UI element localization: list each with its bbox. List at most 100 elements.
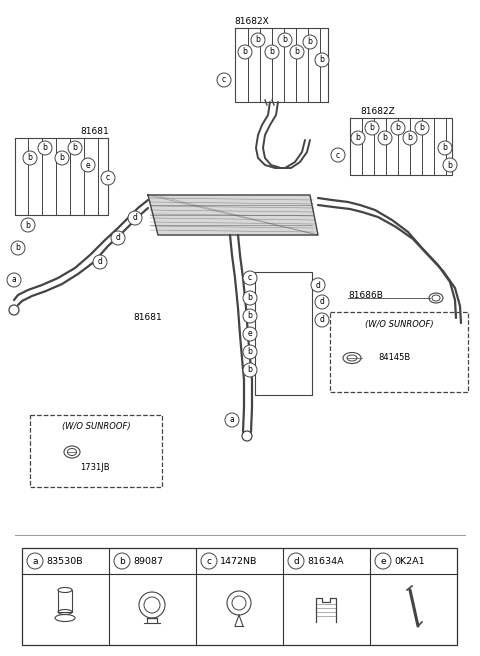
Circle shape xyxy=(243,309,257,323)
Circle shape xyxy=(38,141,52,155)
Text: b: b xyxy=(248,312,252,321)
Circle shape xyxy=(415,121,429,135)
Circle shape xyxy=(375,553,391,569)
Circle shape xyxy=(438,141,452,155)
Text: b: b xyxy=(43,144,48,152)
Circle shape xyxy=(55,151,69,165)
Circle shape xyxy=(243,327,257,341)
Ellipse shape xyxy=(58,588,72,592)
Circle shape xyxy=(238,45,252,59)
Text: b: b xyxy=(308,37,312,47)
Text: 81682X: 81682X xyxy=(235,16,269,26)
Circle shape xyxy=(101,171,115,185)
Circle shape xyxy=(315,313,329,327)
Text: b: b xyxy=(320,56,324,64)
Text: 81681: 81681 xyxy=(133,314,162,323)
Circle shape xyxy=(68,141,82,155)
Text: 81634A: 81634A xyxy=(307,556,344,565)
Text: 89087: 89087 xyxy=(133,556,163,565)
Text: a: a xyxy=(32,556,38,565)
Text: c: c xyxy=(222,75,226,85)
Circle shape xyxy=(217,73,231,87)
Text: b: b xyxy=(255,35,261,45)
Circle shape xyxy=(111,231,125,245)
Circle shape xyxy=(365,121,379,135)
Text: b: b xyxy=(396,123,400,133)
Text: b: b xyxy=(283,35,288,45)
Text: 1731JB: 1731JB xyxy=(80,464,110,472)
Text: b: b xyxy=(248,348,252,356)
Text: d: d xyxy=(132,213,137,222)
Text: 81686B: 81686B xyxy=(348,291,383,300)
Circle shape xyxy=(243,345,257,359)
Text: 84145B: 84145B xyxy=(378,354,410,363)
Circle shape xyxy=(243,363,257,377)
Text: a: a xyxy=(229,415,234,424)
Circle shape xyxy=(201,553,217,569)
Circle shape xyxy=(243,271,257,285)
Circle shape xyxy=(331,148,345,162)
Text: e: e xyxy=(86,161,90,169)
Circle shape xyxy=(23,151,37,165)
Circle shape xyxy=(225,413,239,427)
Text: d: d xyxy=(293,556,299,565)
Circle shape xyxy=(351,131,365,145)
Text: b: b xyxy=(119,556,125,565)
Circle shape xyxy=(11,241,25,255)
Text: b: b xyxy=(60,154,64,163)
Circle shape xyxy=(303,35,317,49)
Text: b: b xyxy=(295,47,300,56)
Text: b: b xyxy=(443,144,447,152)
Text: d: d xyxy=(97,258,102,266)
Circle shape xyxy=(93,255,107,269)
Text: a: a xyxy=(12,276,16,285)
Circle shape xyxy=(114,553,130,569)
Circle shape xyxy=(21,218,35,232)
Circle shape xyxy=(290,45,304,59)
Text: 83530B: 83530B xyxy=(46,556,83,565)
Circle shape xyxy=(7,273,21,287)
Text: b: b xyxy=(270,47,275,56)
Text: (W/O SUNROOF): (W/O SUNROOF) xyxy=(62,422,130,430)
Text: d: d xyxy=(315,281,321,289)
Text: 1472NB: 1472NB xyxy=(220,556,257,565)
Text: b: b xyxy=(248,293,252,302)
Circle shape xyxy=(391,121,405,135)
Text: e: e xyxy=(248,329,252,338)
Text: c: c xyxy=(248,274,252,283)
Circle shape xyxy=(378,131,392,145)
Text: d: d xyxy=(320,298,324,306)
Text: b: b xyxy=(15,243,21,253)
Text: b: b xyxy=(27,154,33,163)
Text: b: b xyxy=(370,123,374,133)
Circle shape xyxy=(288,553,304,569)
Text: b: b xyxy=(248,365,252,375)
Text: b: b xyxy=(72,144,77,152)
Text: b: b xyxy=(420,123,424,133)
Text: d: d xyxy=(116,234,120,243)
Circle shape xyxy=(265,45,279,59)
Text: b: b xyxy=(242,47,247,56)
Text: b: b xyxy=(447,161,453,169)
Text: b: b xyxy=(25,220,30,230)
Circle shape xyxy=(443,158,457,172)
Circle shape xyxy=(315,295,329,309)
Text: d: d xyxy=(320,316,324,325)
Text: (W/O SUNROOF): (W/O SUNROOF) xyxy=(365,321,433,329)
Text: c: c xyxy=(106,173,110,182)
Circle shape xyxy=(251,33,265,47)
Text: 81682Z: 81682Z xyxy=(360,108,396,117)
Circle shape xyxy=(27,553,43,569)
Text: e: e xyxy=(380,556,386,565)
Text: c: c xyxy=(336,150,340,159)
Text: 81681: 81681 xyxy=(81,127,109,136)
Circle shape xyxy=(278,33,292,47)
Text: c: c xyxy=(206,556,212,565)
Text: b: b xyxy=(383,134,387,142)
Circle shape xyxy=(81,158,95,172)
Circle shape xyxy=(311,278,325,292)
Text: b: b xyxy=(356,134,360,142)
Text: 0K2A1: 0K2A1 xyxy=(394,556,425,565)
Circle shape xyxy=(128,211,142,225)
Circle shape xyxy=(403,131,417,145)
